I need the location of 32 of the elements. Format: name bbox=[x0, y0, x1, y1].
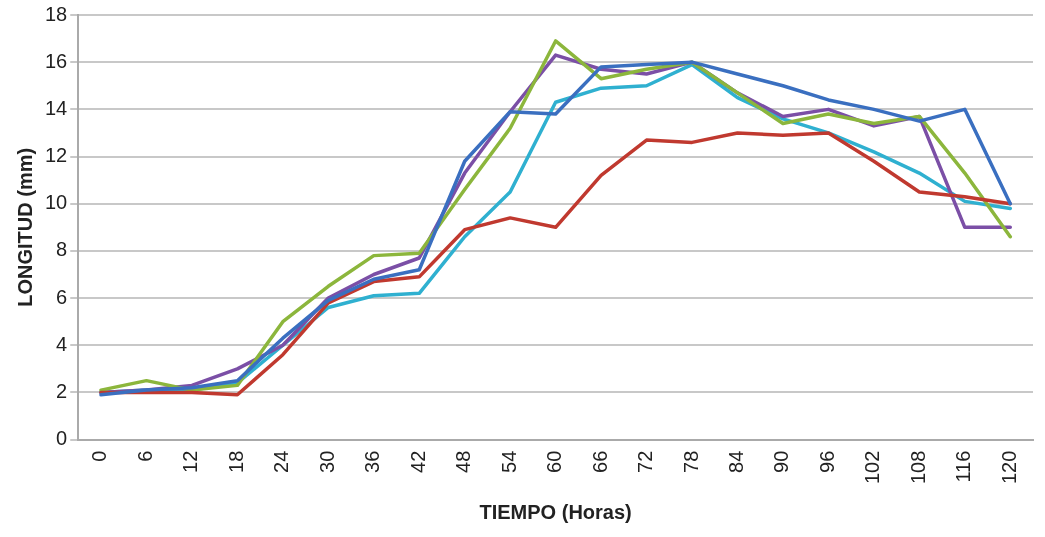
y-tick-label: 18 bbox=[45, 2, 68, 25]
x-tick-label: 12 bbox=[179, 450, 202, 473]
y-tick-label: 12 bbox=[45, 144, 68, 167]
x-tick-label: 66 bbox=[588, 450, 611, 473]
x-tick-label: 102 bbox=[861, 450, 884, 485]
x-tick-label: 54 bbox=[497, 450, 520, 473]
x-tick-label: 96 bbox=[815, 450, 838, 473]
y-tick-label: 10 bbox=[45, 191, 68, 214]
y-tick-label: 16 bbox=[45, 49, 68, 72]
x-axis-title: TIEMPO (Horas) bbox=[479, 500, 632, 523]
x-tick-label: 48 bbox=[452, 450, 475, 473]
x-tick-label: 84 bbox=[725, 450, 747, 473]
y-tick-label: 6 bbox=[56, 285, 68, 308]
x-tick-label: 18 bbox=[224, 450, 247, 473]
x-tick-label: 30 bbox=[315, 450, 338, 473]
x-tick-label: 0 bbox=[88, 450, 111, 462]
x-tick-label: 120 bbox=[997, 450, 1020, 485]
x-tick-label: 36 bbox=[361, 450, 384, 473]
x-tick-label: 116 bbox=[952, 450, 975, 483]
x-tick-label: 108 bbox=[906, 450, 929, 485]
x-tick-label: 24 bbox=[270, 450, 293, 473]
y-tick-label: 14 bbox=[45, 96, 68, 119]
x-tick-label: 6 bbox=[133, 450, 156, 462]
x-tick-label: 90 bbox=[770, 450, 793, 473]
y-tick-label: 4 bbox=[56, 332, 68, 355]
y-tick-label: 8 bbox=[56, 238, 68, 261]
y-tick-label: 2 bbox=[56, 379, 68, 402]
x-tick-label: 42 bbox=[406, 450, 429, 473]
x-tick-label: 72 bbox=[634, 450, 657, 473]
y-axis-title: LONGITUD (mm) bbox=[13, 147, 36, 307]
x-tick-label: 78 bbox=[679, 450, 702, 473]
x-tick-label: 60 bbox=[543, 450, 566, 473]
